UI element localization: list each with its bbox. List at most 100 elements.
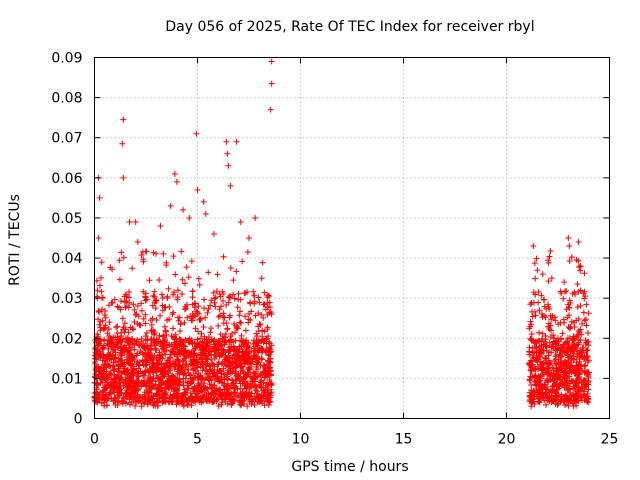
data-point	[255, 294, 262, 301]
data-point	[195, 303, 202, 310]
data-point	[159, 355, 166, 362]
data-point	[170, 291, 177, 298]
data-point	[189, 378, 196, 385]
data-point	[187, 371, 194, 378]
data-point	[234, 325, 241, 332]
data-point	[163, 347, 170, 354]
data-point	[115, 368, 122, 375]
data-point	[566, 368, 573, 375]
data-point	[574, 377, 581, 384]
data-point	[164, 377, 171, 384]
data-point	[198, 387, 205, 394]
data-point	[579, 320, 586, 327]
data-point	[573, 348, 580, 355]
data-point	[219, 342, 226, 349]
data-point	[195, 394, 202, 401]
data-point	[561, 279, 568, 286]
data-point	[267, 309, 274, 316]
data-point	[146, 277, 153, 284]
data-point	[199, 360, 206, 367]
data-point	[563, 394, 570, 401]
data-point	[211, 299, 218, 306]
data-point	[244, 381, 251, 388]
data-point	[535, 288, 542, 295]
data-point	[265, 386, 272, 393]
data-point	[205, 396, 212, 403]
data-point	[160, 392, 167, 399]
data-point	[126, 401, 133, 408]
data-point	[114, 330, 121, 337]
data-point	[129, 265, 136, 272]
data-point	[566, 304, 573, 311]
data-point	[96, 309, 103, 316]
data-point	[174, 344, 181, 351]
data-point	[227, 333, 234, 340]
data-point	[204, 309, 211, 316]
data-point	[219, 298, 226, 305]
data-point	[181, 319, 188, 326]
data-point	[173, 388, 180, 395]
data-point	[203, 391, 210, 398]
data-point	[120, 324, 127, 331]
data-point	[136, 362, 143, 369]
data-point	[238, 363, 245, 370]
data-point	[136, 394, 143, 401]
data-point	[526, 398, 533, 405]
data-point	[200, 377, 207, 384]
data-point	[555, 364, 562, 371]
data-point	[190, 385, 197, 392]
data-point	[260, 392, 267, 399]
data-point	[539, 314, 546, 321]
data-point	[167, 360, 174, 367]
data-point	[142, 320, 149, 327]
data-point	[189, 301, 196, 308]
data-point	[92, 396, 99, 403]
data-point	[266, 344, 273, 351]
data-point	[267, 355, 274, 362]
data-point	[194, 373, 201, 380]
data-point	[168, 333, 175, 340]
data-point	[169, 398, 176, 405]
data-point	[566, 243, 573, 250]
data-point	[526, 348, 533, 355]
data-point	[97, 389, 104, 396]
data-point	[157, 312, 164, 319]
data-point	[156, 332, 163, 339]
data-point	[99, 317, 106, 324]
data-point	[118, 351, 125, 358]
data-point	[536, 377, 543, 384]
data-point	[111, 355, 118, 362]
data-point	[236, 374, 243, 381]
data-point	[558, 358, 565, 365]
data-point	[183, 264, 190, 271]
data-point	[213, 288, 220, 295]
data-point	[221, 356, 228, 363]
data-point	[584, 390, 591, 397]
data-point	[234, 361, 241, 368]
data-point	[230, 291, 237, 298]
data-point	[208, 381, 215, 388]
data-point	[572, 387, 579, 394]
data-point	[153, 372, 160, 379]
data-point	[144, 344, 151, 351]
data-point	[210, 230, 217, 237]
data-point	[535, 398, 542, 405]
data-point	[170, 253, 177, 260]
data-point	[227, 182, 234, 189]
data-point	[261, 338, 268, 345]
data-point	[192, 325, 199, 332]
data-point	[193, 361, 200, 368]
data-point	[551, 314, 558, 321]
data-point	[560, 316, 567, 323]
data-point	[266, 299, 273, 306]
x-tick-label: 20	[498, 432, 516, 448]
data-point	[245, 389, 252, 396]
data-point	[106, 355, 113, 362]
data-point	[239, 258, 246, 265]
data-point	[554, 372, 561, 379]
data-point	[254, 359, 261, 366]
data-point	[549, 364, 556, 371]
data-point	[179, 276, 186, 283]
data-point	[162, 398, 169, 405]
data-point	[123, 298, 130, 305]
